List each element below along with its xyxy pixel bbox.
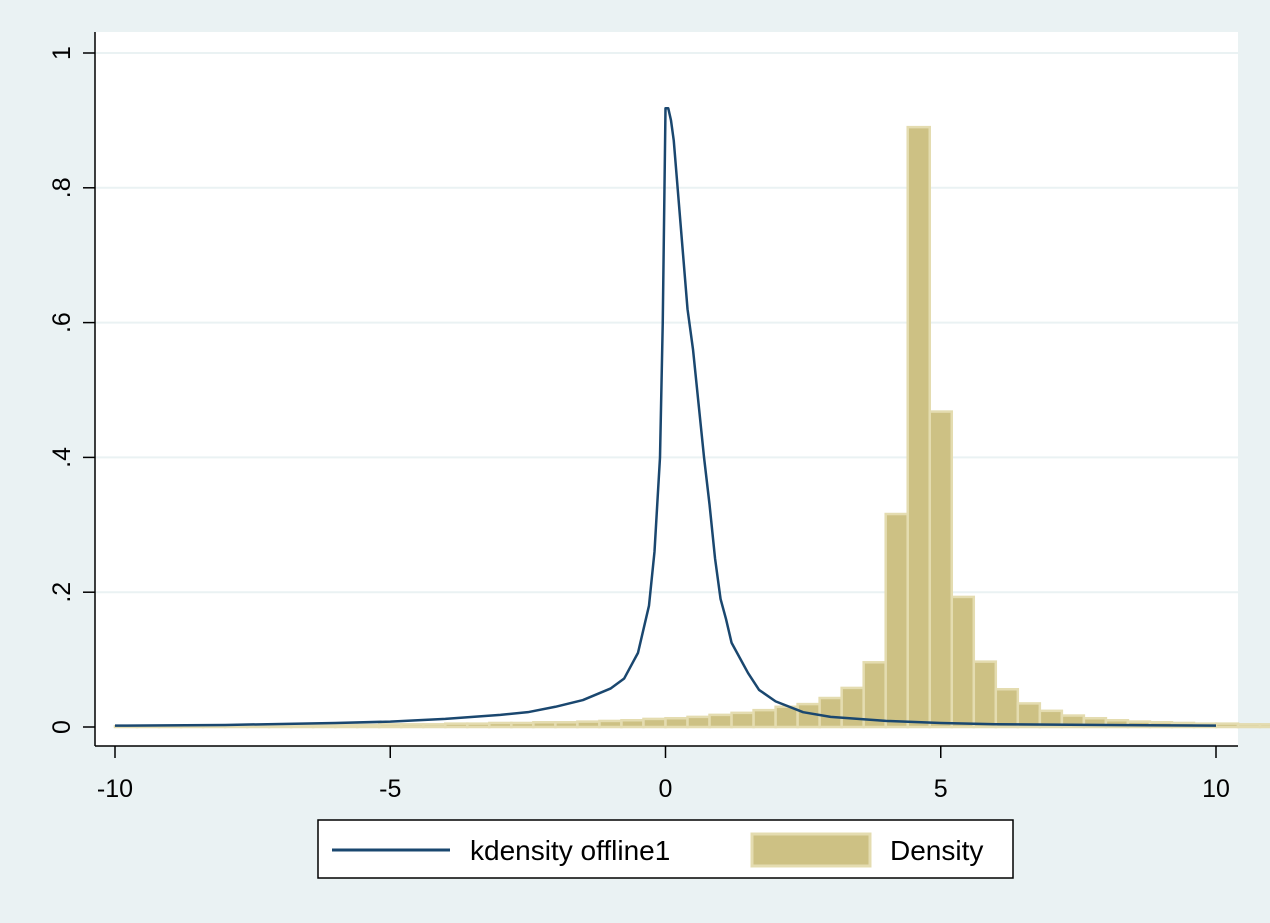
histogram-bar — [708, 713, 733, 729]
y-tick-label: .4 — [48, 447, 76, 468]
histogram-bar — [972, 660, 998, 729]
histogram-bar — [267, 724, 293, 729]
histogram-bar — [377, 723, 403, 729]
y-axis-ticks: 0 .2 .4 .6 .8 1 — [48, 46, 95, 734]
x-tick-label: -10 — [97, 775, 133, 803]
histogram-bar — [818, 696, 843, 729]
histogram-bar — [400, 723, 425, 729]
histogram-bar — [840, 686, 865, 729]
histogram-bar — [950, 595, 976, 729]
histogram-bar — [664, 716, 689, 729]
y-tick-label: .2 — [48, 582, 76, 603]
y-tick-label: .8 — [48, 177, 76, 198]
histogram-bar — [1258, 723, 1270, 729]
histogram-bar — [642, 717, 667, 729]
x-tick-label: 0 — [659, 775, 673, 803]
legend-label-density: Density — [890, 835, 983, 866]
histogram-bar — [884, 512, 909, 729]
y-tick-label: 1 — [48, 46, 76, 60]
histogram-bar — [862, 661, 887, 729]
histogram-bar — [444, 722, 469, 729]
legend-swatch-density — [750, 832, 872, 868]
histogram-bar — [620, 719, 645, 729]
histogram-bar — [598, 719, 623, 729]
kdensity-line — [114, 107, 1217, 727]
histogram-bar — [928, 410, 954, 729]
histogram-bar — [576, 720, 601, 729]
histogram-bar — [422, 723, 447, 729]
x-tick-label: 10 — [1202, 775, 1230, 803]
histogram-bar — [510, 721, 535, 729]
histogram-bar — [906, 125, 931, 729]
histogram-bar — [311, 723, 337, 729]
gridlines — [95, 52, 1238, 594]
plot-region — [95, 32, 1238, 746]
legend: kdensity offline1 Density — [317, 819, 1014, 879]
legend-label-kdensity: kdensity offline1 — [470, 835, 670, 866]
histogram-bar — [1214, 722, 1240, 729]
histogram-bar — [488, 721, 513, 729]
histogram-bar — [289, 723, 315, 729]
histogram-bar — [686, 715, 711, 729]
histogram-bar — [333, 723, 359, 729]
histogram-bar — [994, 688, 1020, 729]
histogram-bar — [532, 721, 557, 729]
x-tick-label: -5 — [379, 775, 401, 803]
histogram-bar — [466, 722, 491, 729]
x-tick-label: 5 — [934, 775, 948, 803]
y-tick-label: .6 — [48, 312, 76, 333]
x-axis-ticks: -10 -5 0 5 10 — [97, 746, 1230, 803]
histogram-bar — [355, 723, 381, 729]
histogram-bar — [752, 708, 777, 729]
histogram-bar — [730, 711, 755, 729]
histogram-bar — [554, 721, 579, 729]
histogram-bar — [245, 724, 271, 729]
histogram-bar — [1236, 723, 1262, 729]
y-tick-label: 0 — [48, 720, 76, 734]
